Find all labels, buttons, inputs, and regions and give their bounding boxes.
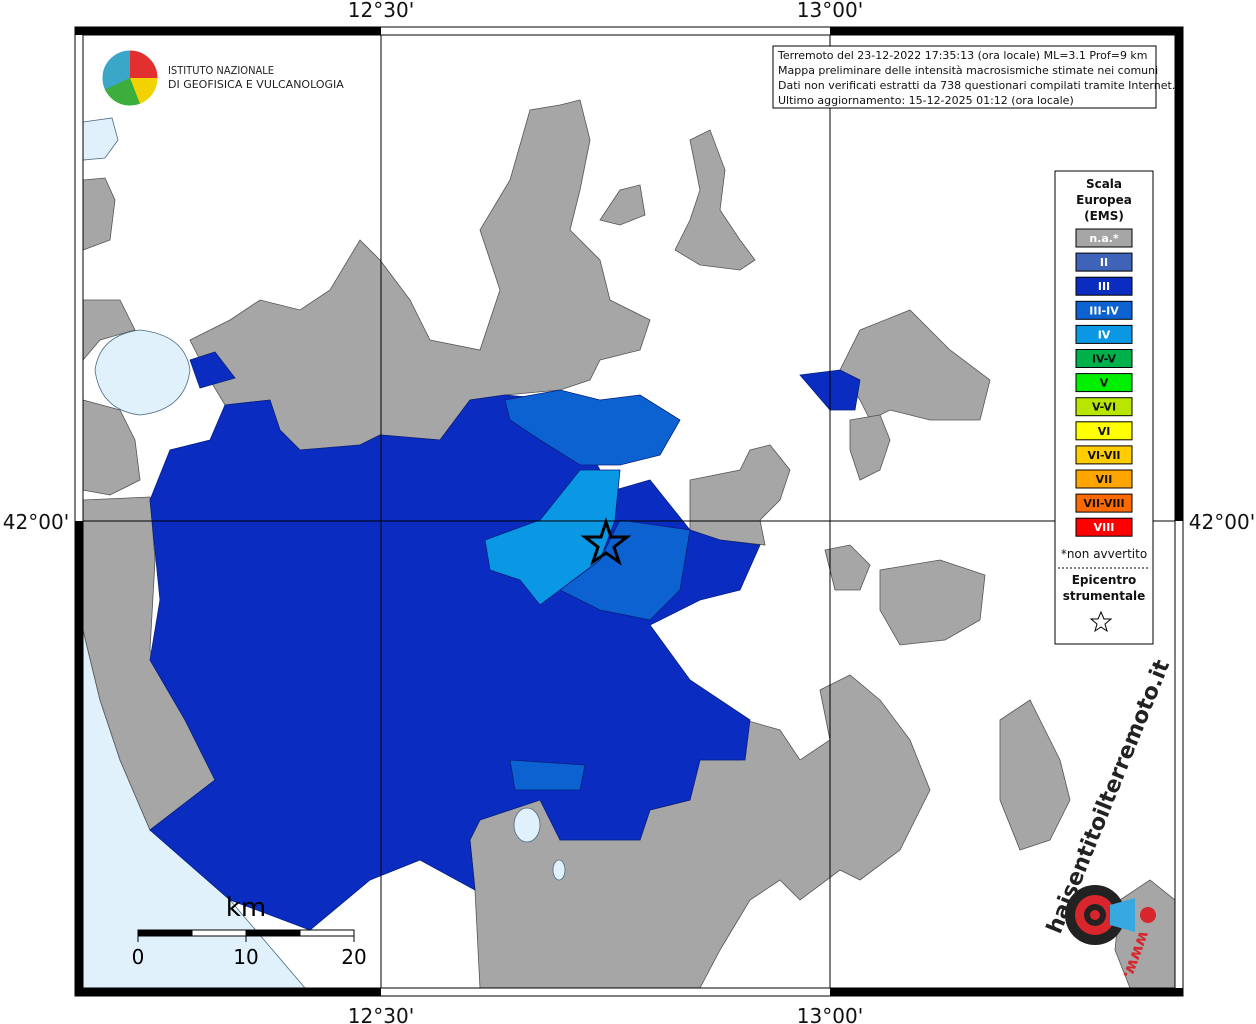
scale-segment xyxy=(137,929,193,937)
legend-swatch xyxy=(1075,445,1133,465)
legend-swatch xyxy=(1075,397,1133,417)
legend-label: III-IV xyxy=(1089,304,1119,317)
legend-epicenter: Epicentro xyxy=(1072,573,1137,587)
lat-label-left: 42°00' xyxy=(3,510,69,534)
legend-epicenter: strumentale xyxy=(1063,589,1146,603)
legend-swatch xyxy=(1075,252,1133,272)
lon-label-top: 13°00' xyxy=(797,0,863,22)
legend-swatch xyxy=(1075,324,1133,344)
legend-swatch xyxy=(1075,493,1133,513)
graticule xyxy=(83,35,1175,988)
legend-swatch xyxy=(1075,517,1133,537)
scale-segment xyxy=(245,929,301,937)
legend-label: II xyxy=(1100,256,1108,269)
info-line: Ultimo aggiornamento: 15-12-2025 01:12 (… xyxy=(778,94,1074,107)
legend-label: n.a.* xyxy=(1089,232,1119,245)
legend-label: V xyxy=(1100,377,1109,390)
legend-title: Scala xyxy=(1086,177,1122,191)
legend-swatch xyxy=(1075,228,1133,248)
legend-label: III xyxy=(1098,280,1110,293)
info-line: Dati non verificati estratti da 738 ques… xyxy=(778,79,1175,92)
legend-note: *non avvertito xyxy=(1061,547,1147,561)
legend-label: VI-VII xyxy=(1087,449,1120,462)
legend-swatch xyxy=(1075,373,1133,393)
scale-tick-label: 10 xyxy=(233,945,258,969)
scale-tick-label: 20 xyxy=(341,945,366,969)
lat-label-right: 42°00' xyxy=(1189,510,1255,534)
legend-swatch xyxy=(1075,469,1133,489)
lon-label-bottom: 12°30' xyxy=(348,1004,414,1024)
legend-title: Europea xyxy=(1076,193,1132,207)
legend-label: V-VI xyxy=(1092,401,1116,414)
legend-star xyxy=(1089,610,1113,633)
legend-title: (EMS) xyxy=(1084,209,1124,223)
info-lines: Terremoto del 23-12-2022 17:35:13 (ora l… xyxy=(777,49,1175,107)
legend-label: VII-VIII xyxy=(1083,497,1124,510)
ingv-logo xyxy=(101,49,159,107)
legend-swatch xyxy=(1075,276,1133,296)
legend: ScalaEuropea(EMS)n.a.*IIIIIIII-IVIVIV-VV… xyxy=(1061,177,1147,603)
legend-label: IV xyxy=(1098,328,1111,341)
legend-swatch xyxy=(1075,349,1133,368)
info-line: Terremoto del 23-12-2022 17:35:13 (ora l… xyxy=(777,49,1148,62)
info-box xyxy=(772,45,1157,109)
legend-swatch xyxy=(1075,421,1133,441)
legend-label: VIII xyxy=(1094,521,1115,534)
legend-swatch xyxy=(1075,300,1133,320)
watermark-logo xyxy=(1065,885,1156,945)
frame xyxy=(74,26,1184,997)
epicenter-star xyxy=(580,517,632,566)
logo-line1: ISTITUTO NAZIONALE xyxy=(168,64,274,77)
scale-unit: km xyxy=(226,893,266,923)
logo-line2: DI GEOFISICA E VULCANOLOGIA xyxy=(168,78,344,91)
legend-label: VII xyxy=(1096,473,1113,486)
scale-tick-label: 0 xyxy=(132,945,145,969)
legend-label: IV-V xyxy=(1092,353,1117,366)
scale-segment xyxy=(191,929,247,937)
lon-label-bottom: 13°00' xyxy=(797,1004,863,1024)
legend-label: VI xyxy=(1098,425,1111,438)
info-line: Mappa preliminare delle intensità macros… xyxy=(778,64,1158,77)
scale-segment xyxy=(299,929,355,937)
lon-label-top: 12°30' xyxy=(348,0,414,22)
scale-bar: km 0 10 20 xyxy=(132,893,367,969)
